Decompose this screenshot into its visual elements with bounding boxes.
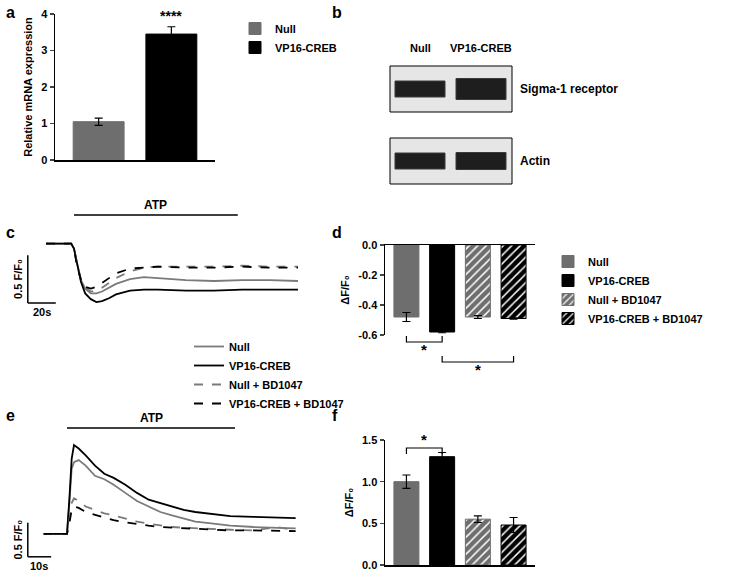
svg-text:c: c (6, 224, 15, 241)
svg-text:ΔF/F₀: ΔF/F₀ (339, 275, 351, 304)
svg-text:*: * (421, 431, 427, 448)
svg-text:1.0: 1.0 (362, 476, 377, 488)
svg-text:d: d (332, 224, 342, 241)
svg-text:0.5: 0.5 (362, 517, 377, 529)
svg-text:VP16-CREB + BD1047: VP16-CREB + BD1047 (588, 313, 703, 325)
svg-text:VP16-CREB: VP16-CREB (450, 42, 512, 54)
svg-text:0.5 F/F₀: 0.5 F/F₀ (12, 259, 24, 299)
svg-text:Null + BD1047: Null + BD1047 (229, 379, 303, 391)
svg-text:10s: 10s (30, 560, 48, 572)
svg-text:ATP: ATP (144, 198, 167, 212)
svg-text:0: 0 (41, 154, 47, 166)
svg-text:e: e (6, 407, 15, 424)
svg-text:-0.2: -0.2 (358, 269, 377, 281)
svg-text:Null: Null (410, 42, 431, 54)
svg-text:Null: Null (588, 256, 609, 268)
svg-text:*: * (475, 361, 481, 378)
svg-text:4: 4 (41, 8, 48, 20)
svg-text:1: 1 (41, 117, 47, 129)
svg-text:****: **** (160, 8, 182, 24)
svg-text:Sigma-1 receptor: Sigma-1 receptor (520, 82, 618, 96)
svg-text:Actin: Actin (520, 154, 550, 168)
svg-text:VP16-CREB: VP16-CREB (229, 360, 291, 372)
svg-text:ATP: ATP (140, 411, 163, 425)
svg-text:-0.6: -0.6 (358, 329, 377, 341)
svg-text:-0.4: -0.4 (358, 299, 378, 311)
svg-text:1.5: 1.5 (362, 434, 377, 446)
svg-text:20s: 20s (33, 306, 51, 318)
svg-text:Null: Null (275, 23, 296, 35)
svg-text:Null: Null (229, 341, 250, 353)
svg-text:0.5 F/F₀: 0.5 F/F₀ (12, 520, 24, 560)
svg-text:b: b (332, 4, 342, 21)
svg-text:VP16-CREB + BD1047: VP16-CREB + BD1047 (229, 398, 344, 410)
svg-text:2: 2 (41, 81, 47, 93)
svg-text:ΔF/F₀: ΔF/F₀ (343, 488, 355, 517)
svg-text:VP16-CREB: VP16-CREB (275, 42, 337, 54)
svg-text:3: 3 (41, 44, 47, 56)
svg-text:VP16-CREB: VP16-CREB (588, 275, 650, 287)
svg-text:*: * (421, 341, 427, 358)
svg-text:Null + BD1047: Null + BD1047 (588, 294, 662, 306)
svg-text:0.0: 0.0 (362, 559, 377, 571)
svg-text:0.0: 0.0 (362, 239, 377, 251)
svg-text:a: a (6, 4, 15, 21)
svg-text:f: f (332, 407, 338, 424)
svg-text:Relative mRNA expression: Relative mRNA expression (22, 17, 34, 157)
